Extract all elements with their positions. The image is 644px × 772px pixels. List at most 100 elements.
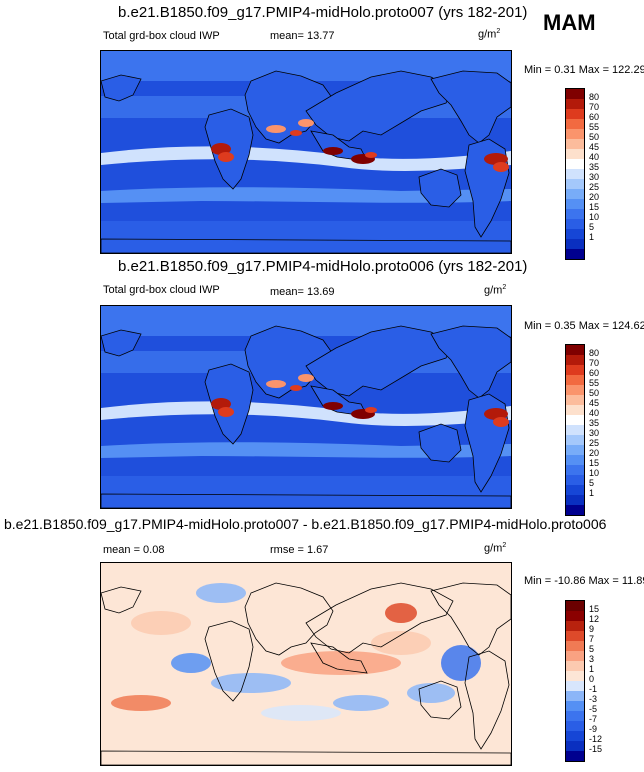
colorbar-tick-label: 60 <box>589 368 600 378</box>
colorbar-tick-label: 30 <box>589 172 600 182</box>
continent-outline <box>101 329 142 357</box>
colorbar-tick-label: 3 <box>589 654 595 664</box>
colorbar-swatch <box>566 89 584 99</box>
panel-2-map <box>100 305 512 509</box>
high-iwp-region <box>323 147 343 155</box>
colorbar-swatch <box>566 385 584 395</box>
continent-outline <box>244 582 334 656</box>
colorbar-swatch <box>566 189 584 199</box>
continent-outline <box>310 642 368 674</box>
colorbar-swatch <box>566 701 584 711</box>
colorbar-tick-label: 55 <box>589 378 600 388</box>
colorbar-tick-label: -5 <box>589 704 598 714</box>
colorbar-tick-label: 1 <box>589 664 595 674</box>
colorbar-tick-label: 20 <box>589 448 600 458</box>
anomaly-region <box>385 603 417 623</box>
anomaly-region <box>333 695 389 711</box>
colorbar-swatch <box>566 661 584 671</box>
colorbar-tick-label: 25 <box>589 182 600 192</box>
colorbar-tick-label: -7 <box>589 714 598 724</box>
colorbar-swatch <box>566 415 584 425</box>
colorbar-tick-label: 50 <box>589 132 600 142</box>
colorbar-swatch <box>566 159 584 169</box>
panel-2-minmax: Min = 0.35 Max = 124.62 <box>524 320 644 332</box>
colorbar-tick-label: 35 <box>589 162 600 172</box>
continent-outline <box>418 680 462 720</box>
continent-outline <box>101 238 511 253</box>
colorbar-swatch <box>566 475 584 485</box>
colorbar-swatch <box>566 169 584 179</box>
colorbar-tick-label: 80 <box>589 348 600 358</box>
high-iwp-region <box>493 162 509 172</box>
colorbar-swatch <box>566 129 584 139</box>
colorbar-swatch <box>566 405 584 415</box>
panel-3-title: b.e21.B1850.f09_g17.PMIP4-midHolo.proto0… <box>4 516 607 532</box>
high-iwp-region <box>365 152 377 158</box>
continent-outline <box>418 168 462 208</box>
high-iwp-region <box>290 385 302 391</box>
colorbar-swatch <box>566 455 584 465</box>
colorbar-tick-label: -15 <box>589 744 603 754</box>
colorbar-swatch <box>566 345 584 355</box>
colorbar-tick-label: 0 <box>589 674 595 684</box>
colorbar-swatch <box>566 229 584 239</box>
colorbar-tick-label: 15 <box>589 604 600 614</box>
panel-3-mean: mean = 0.08 <box>103 544 165 556</box>
colorbar-swatch <box>566 239 584 249</box>
colorbar-tick-label: -3 <box>589 694 598 704</box>
colorbar-swatch <box>566 495 584 505</box>
colorbar-swatch <box>566 445 584 455</box>
continent-outline <box>430 582 511 656</box>
colorbar-swatch <box>566 249 584 259</box>
colorbar-swatch <box>566 435 584 445</box>
panel-2-units: g/m2 <box>484 284 507 297</box>
panel-1-minmax: Min = 0.31 Max = 122.29 <box>524 64 644 76</box>
panel-2-title: b.e21.B1850.f09_g17.PMIP4-midHolo.proto0… <box>118 258 528 275</box>
colorbar-swatch <box>566 109 584 119</box>
colorbar-swatch <box>566 179 584 189</box>
high-iwp-region <box>298 374 314 382</box>
panel-3-colorbar <box>565 600 585 762</box>
anomaly-region <box>131 611 191 635</box>
high-iwp-region <box>493 417 509 427</box>
colorbar-swatch <box>566 465 584 475</box>
colorbar-swatch <box>566 199 584 209</box>
colorbar-tick-label: -9 <box>589 724 598 734</box>
colorbar-swatch <box>566 505 584 515</box>
colorbar-swatch <box>566 731 584 741</box>
colorbar-tick-label: 15 <box>589 458 600 468</box>
high-iwp-region <box>323 402 343 410</box>
colorbar-swatch <box>566 219 584 229</box>
panel-3-minmax: Min = -10.86 Max = 11.89 <box>524 575 644 587</box>
colorbar-swatch <box>566 711 584 721</box>
panel-1-mean: mean= 13.77 <box>270 30 335 42</box>
high-iwp-region <box>298 119 314 127</box>
colorbar-tick-label: 20 <box>589 192 600 202</box>
high-iwp-region <box>484 408 508 420</box>
colorbar-swatch <box>566 631 584 641</box>
colorbar-tick-label: 7 <box>589 634 595 644</box>
continent-outline <box>101 74 142 102</box>
colorbar-swatch <box>566 425 584 435</box>
panel-1-variable: Total grd-box cloud IWP <box>103 30 220 42</box>
colorbar-tick-label: 60 <box>589 112 600 122</box>
colorbar-swatch <box>566 355 584 365</box>
colorbar-swatch <box>566 601 584 611</box>
colorbar-swatch <box>566 119 584 129</box>
colorbar-tick-label: 45 <box>589 142 600 152</box>
colorbar-tick-label: 1 <box>589 232 595 242</box>
colorbar-tick-label: 9 <box>589 624 595 634</box>
colorbar-tick-label: 50 <box>589 388 600 398</box>
high-iwp-region <box>290 130 302 136</box>
anomaly-region <box>441 645 481 681</box>
high-iwp-region <box>365 407 377 413</box>
colorbar-tick-label: 5 <box>589 478 595 488</box>
colorbar-tick-label: 1 <box>589 488 595 498</box>
panel-1-colorbar <box>565 88 585 260</box>
colorbar-tick-label: 80 <box>589 92 600 102</box>
colorbar-tick-label: 70 <box>589 358 600 368</box>
colorbar-swatch <box>566 365 584 375</box>
continent-outline <box>101 586 142 614</box>
continent-outline <box>101 493 511 508</box>
colorbar-tick-label: 70 <box>589 102 600 112</box>
